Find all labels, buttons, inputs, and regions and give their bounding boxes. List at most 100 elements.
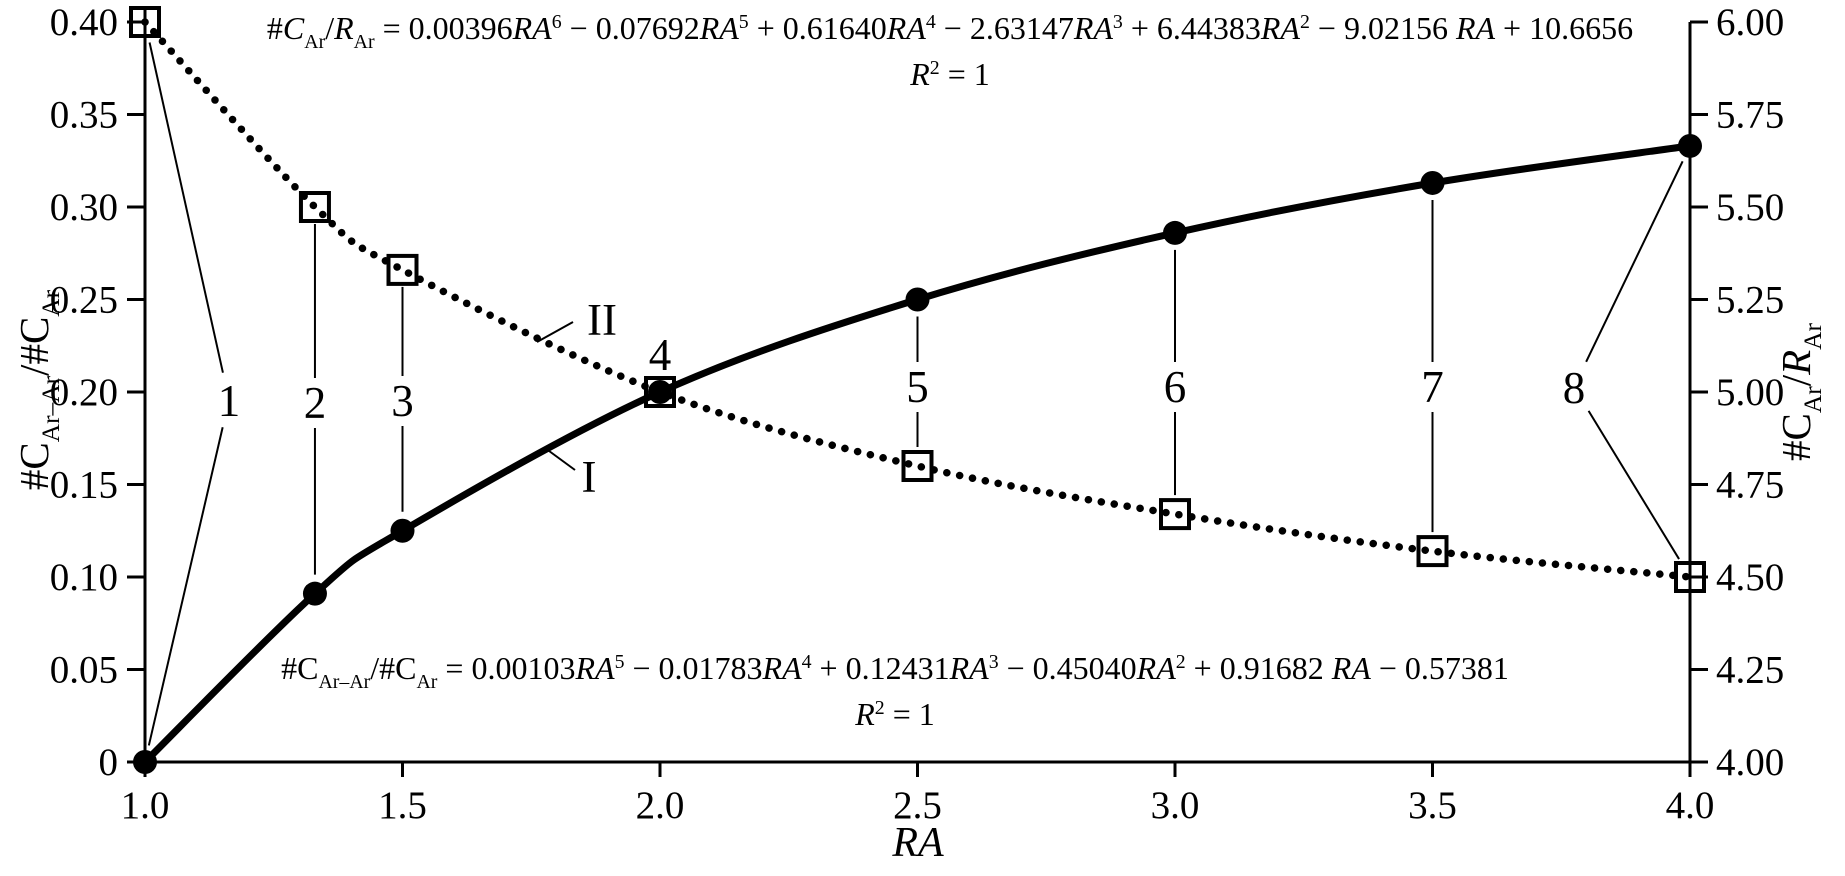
point-label-5: 5: [906, 362, 929, 412]
x-tick-label: 3.5: [1408, 784, 1457, 827]
point-label-7: 7: [1421, 362, 1444, 412]
curve-label-II: II: [587, 295, 617, 345]
data-point-circle-3: [390, 518, 415, 543]
equation-top-r-squared: R2 = 1: [50, 56, 1845, 93]
equation-top: #CAr/RAr = 0.00396RA6 − 0.07692RA5 + 0.6…: [50, 10, 1845, 54]
curve-label-I-callout: [544, 447, 576, 471]
data-point-square-5: [901, 450, 934, 482]
x-tick-label: 2.0: [636, 784, 685, 827]
text-segment: /: [325, 10, 335, 46]
text-segment: #: [266, 10, 283, 46]
y-right-tick-label: 5.75: [1716, 94, 1784, 137]
text-segment: Ar: [37, 289, 66, 317]
text-segment: Ar: [353, 30, 375, 53]
text-segment: 3: [988, 651, 999, 674]
text-segment: = 0.00103: [437, 650, 576, 686]
point-label-8: 8: [1563, 363, 1586, 413]
y-axis-label-right: #CAr/RAr: [1772, 323, 1828, 461]
y-right-tick-label: 4.75: [1716, 464, 1784, 507]
text-segment: R: [910, 56, 930, 92]
curve-label-I: I: [582, 452, 597, 502]
text-segment: = 1: [884, 696, 935, 732]
text-segment: + 0.61640: [748, 10, 887, 46]
text-segment: RA: [762, 650, 802, 686]
text-segment: 2: [929, 57, 940, 80]
text-segment: R: [1772, 349, 1819, 375]
y-right-tick-label: 4.50: [1716, 556, 1784, 599]
point-label-4: 4: [649, 330, 672, 380]
point-label-3: 3: [391, 376, 414, 426]
data-point-circle-6: [1163, 220, 1187, 245]
x-tick-label: 1.0: [121, 784, 170, 827]
text-segment: + 0.91682: [1185, 650, 1332, 686]
text-segment: − 0.45040: [998, 650, 1137, 686]
x-tick-label: 2.5: [893, 784, 942, 827]
data-point-square-4: [644, 376, 676, 408]
text-segment: + 0.12431: [811, 650, 950, 686]
data-point-square-1: [129, 6, 161, 38]
text-segment: 5: [738, 11, 749, 34]
x-tick-label: 4.0: [1666, 784, 1715, 827]
data-point-circle-7: [1420, 170, 1445, 195]
text-segment: − 9.02156: [1309, 10, 1456, 46]
text-segment: Ar–Ar: [37, 375, 66, 443]
y-right-tick-label: 5.50: [1716, 186, 1784, 229]
curve-II-dotted: [141, 18, 1694, 581]
data-point-circle-8: [1678, 133, 1702, 158]
text-segment: /#C: [370, 650, 417, 686]
connector-line: [1585, 160, 1684, 363]
y-left-tick-label: 0: [99, 741, 119, 784]
equation-bottom: #CAr–Ar/#CAr = 0.00103RA5 − 0.01783RA4 +…: [0, 650, 1790, 694]
data-point-circle-2: [302, 581, 327, 606]
text-segment: RA: [575, 650, 615, 686]
text-segment: Ar: [304, 30, 326, 53]
text-segment: 2: [874, 697, 885, 720]
text-segment: RA: [1073, 10, 1113, 46]
text-segment: RA: [892, 820, 944, 866]
text-segment: RA: [699, 10, 739, 46]
text-segment: Ar: [416, 670, 438, 693]
text-segment: RA: [949, 650, 989, 686]
y-left-tick-label: 0.30: [50, 186, 118, 229]
text-segment: RA: [886, 10, 926, 46]
y-axis-label-left: #CAr–Ar/#CAr: [10, 290, 66, 490]
text-segment: − 0.07692: [561, 10, 700, 46]
text-segment: R: [855, 696, 875, 732]
text-segment: = 1: [939, 56, 990, 92]
text-segment: C: [282, 10, 305, 46]
y-right-tick-label: 6.00: [1716, 1, 1784, 44]
text-segment: 2: [1175, 651, 1186, 674]
y-right-tick-label: 4.25: [1716, 649, 1784, 692]
text-segment: − 0.01783: [624, 650, 763, 686]
y-right-tick-label: 4.00: [1716, 741, 1784, 784]
text-segment: RA: [1455, 10, 1496, 46]
text-segment: Ar: [1799, 323, 1828, 350]
data-point-square-2: [298, 191, 331, 223]
y-left-tick-label: 0.25: [50, 279, 118, 322]
data-point-circle-5: [905, 287, 930, 312]
text-segment: − 0.57381: [1370, 650, 1509, 686]
text-segment: 4: [925, 11, 936, 34]
point-label-1: 1: [218, 376, 241, 426]
y-left-tick-label: 0.20: [50, 371, 118, 414]
text-segment: 5: [614, 651, 625, 674]
y-left-tick-label: 0.35: [50, 94, 118, 137]
text-segment: = 0.00396: [374, 10, 513, 46]
y-left-tick-label: 0.05: [50, 649, 118, 692]
x-tick-label: 3.0: [1151, 784, 1200, 827]
text-segment: 6: [551, 11, 562, 34]
text-segment: #C: [10, 442, 57, 491]
data-point-square-8: [1674, 561, 1706, 593]
y-left-tick-label: 0.40: [50, 1, 118, 44]
text-segment: 3: [1112, 11, 1123, 34]
text-segment: Ar: [1799, 386, 1828, 414]
text-segment: + 10.6656: [1495, 10, 1634, 46]
connector-line: [148, 42, 224, 373]
curve-label-II-callout: [536, 321, 574, 343]
point-label-6: 6: [1164, 362, 1187, 412]
text-segment: Ar–Ar: [318, 670, 371, 693]
data-point-square-6: [1159, 498, 1191, 531]
equation-bottom-r-squared: R2 = 1: [0, 696, 1790, 733]
